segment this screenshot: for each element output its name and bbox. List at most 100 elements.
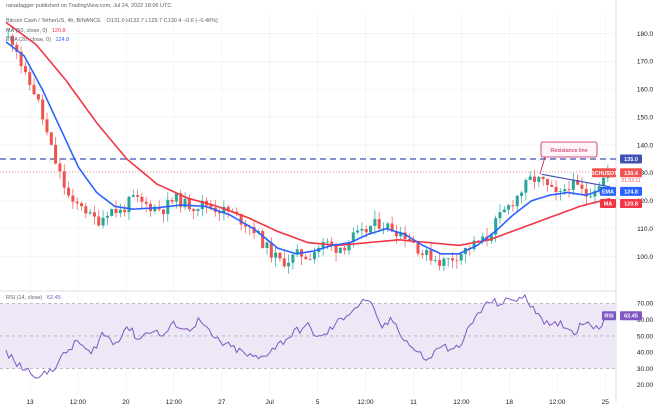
candle <box>567 180 571 198</box>
candle-body <box>511 205 515 207</box>
candle <box>304 253 308 260</box>
ema-value-tag-box <box>620 186 642 196</box>
candle-body <box>576 180 580 185</box>
time-tick-label: 11 <box>410 399 417 406</box>
candle-body <box>88 212 92 214</box>
candle-body <box>28 72 32 85</box>
resistance-trendline-segment <box>541 173 611 188</box>
candle <box>433 255 437 264</box>
candle-body <box>369 225 373 233</box>
candle <box>515 194 519 212</box>
candle-body <box>32 84 36 95</box>
candle-body <box>325 241 329 243</box>
candle-body <box>6 35 10 37</box>
candle-body <box>550 184 554 187</box>
candle <box>593 184 597 205</box>
candle <box>554 180 558 201</box>
candle-body <box>144 201 148 204</box>
candle-body <box>373 219 377 226</box>
level-135-tag-text: 135.0 <box>624 157 638 163</box>
time-tick-label: 12:00 <box>549 399 566 406</box>
candle <box>455 254 459 269</box>
rsi-tick-label: 70.00 <box>637 301 654 308</box>
candle <box>584 181 588 206</box>
candle <box>226 204 230 218</box>
candle-body <box>386 223 390 229</box>
candle <box>502 206 506 213</box>
candle <box>105 211 109 226</box>
candle-body <box>377 219 381 229</box>
ma-legend[interactable]: MA (50, close, 0) 120.8 <box>6 28 66 34</box>
rsi-name-tag-box <box>602 311 616 321</box>
candle-body <box>23 66 27 73</box>
candle <box>446 258 450 267</box>
candle-body <box>243 224 247 227</box>
candle <box>356 224 360 235</box>
candle-body <box>330 241 334 245</box>
symbol-tag-text: BCHUSDT <box>591 171 619 177</box>
candle <box>140 192 144 209</box>
candle-body <box>84 206 88 214</box>
candle-body <box>602 177 606 187</box>
candle-body <box>554 186 558 192</box>
ema-legend[interactable]: EMA (20, close, 0) 124.8 <box>6 37 69 43</box>
candle <box>114 200 118 218</box>
price-tick-label: 110.0 <box>637 226 653 233</box>
candle <box>161 208 165 223</box>
candle-body <box>218 211 222 214</box>
candle <box>136 189 140 202</box>
candle <box>88 208 92 216</box>
resistance-callout-label: Resistance line <box>550 148 587 154</box>
candle-body <box>174 193 178 202</box>
ema-value-tag: 124.8 <box>620 186 642 196</box>
candle-body <box>446 258 450 260</box>
candle <box>144 196 148 213</box>
candle <box>222 200 226 221</box>
candle-body <box>403 232 407 239</box>
price-tick-label: 100.0 <box>637 254 654 261</box>
candle-body <box>110 208 114 216</box>
rsi-tick-label: 20.00 <box>637 382 654 389</box>
candle-body <box>278 252 282 259</box>
rsi-line <box>5 293 611 379</box>
candle-body <box>390 223 394 232</box>
candle-body <box>455 260 459 262</box>
time-tick-label: 20 <box>122 399 130 406</box>
candle <box>537 175 541 188</box>
candle-body <box>597 186 601 191</box>
candle-body <box>161 209 165 215</box>
ema-20-line <box>5 41 611 255</box>
time-tick-label: 12:00 <box>357 399 374 406</box>
candle-body <box>15 44 19 52</box>
ma-50-line <box>5 21 611 247</box>
candle <box>360 222 364 238</box>
time-tick-label: 12:00 <box>166 399 183 406</box>
candle-body <box>291 254 295 263</box>
candle <box>36 93 40 103</box>
candle-body <box>136 195 140 197</box>
candle <box>179 189 183 213</box>
candle <box>520 190 524 204</box>
candle <box>118 203 122 218</box>
candle <box>101 210 105 229</box>
indicator-lines <box>5 21 611 379</box>
candle-body <box>558 191 562 192</box>
resistance-callout-pointer <box>539 156 546 175</box>
candle-body <box>571 180 575 190</box>
candle-body <box>183 198 187 208</box>
candle-body <box>10 35 14 45</box>
candle <box>28 68 32 91</box>
candle-body <box>528 176 532 181</box>
candle-body <box>295 249 299 255</box>
candle <box>524 177 528 201</box>
time-axis: 13 12:00 20 12:00 27 Jul 5 12:00 11 12:00 18 12:00 2… <box>26 399 609 406</box>
candle-body <box>567 189 571 190</box>
candle <box>343 245 347 255</box>
rsi-legend[interactable]: RSI (14, close) 62.45 <box>6 295 61 301</box>
last-price-tag-text: 130.4 <box>624 171 639 177</box>
price-tick-label: 160.0 <box>637 87 654 94</box>
candle <box>438 252 442 271</box>
price-tick-label: 140.0 <box>637 142 654 149</box>
ema-legend-label: EMA (20, close, 0) <box>6 37 51 43</box>
candle-body <box>252 227 256 234</box>
